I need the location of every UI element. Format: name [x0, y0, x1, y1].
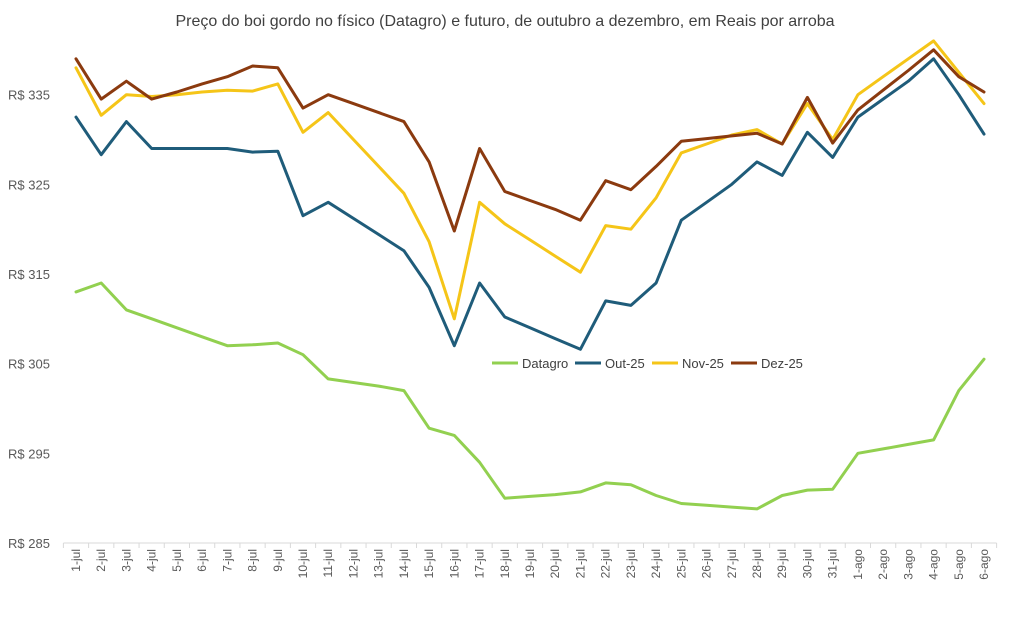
x-tick-label: 25-jul — [674, 549, 688, 578]
legend-label: Nov-25 — [682, 356, 724, 371]
legend: Datagro Out-25 Nov-25 Dez-25 — [492, 356, 803, 371]
x-tick-label: 2-ago — [876, 549, 890, 580]
x-tick-label: 5-jul — [170, 549, 184, 572]
x-tick-label: 8-jul — [246, 549, 260, 572]
x-tick-label: 23-jul — [624, 549, 638, 578]
x-tick-label: 14-jul — [397, 549, 411, 578]
series-line-datagro — [74, 281, 986, 511]
series-line-out-25 — [74, 57, 986, 351]
x-tick-label: 28-jul — [750, 549, 764, 578]
x-tick-label: 4-jul — [145, 549, 159, 572]
x-tick-label: 31-jul — [826, 549, 840, 578]
x-tick-label: 20-jul — [548, 549, 562, 578]
y-tick-label: R$ 295 — [8, 446, 50, 461]
series-lines — [74, 39, 986, 511]
chart-title: Preço do boi gordo no físico (Datagro) e… — [175, 13, 834, 30]
x-tick-label: 3-ago — [901, 549, 915, 580]
x-tick-label: 4-ago — [927, 549, 941, 580]
x-tick-label: 19-jul — [523, 549, 537, 578]
x-tick-label: 15-jul — [422, 549, 436, 578]
x-axis: 1-jul 2-jul 3-jul 4-jul 5-jul 6-jul 7-jul 8-jul… — [62, 542, 998, 580]
x-tick-label: 5-ago — [952, 549, 966, 580]
x-tick-label: 6-jul — [195, 549, 209, 572]
x-tick-label: 29-jul — [775, 549, 789, 578]
y-tick-label: R$ 305 — [8, 357, 50, 372]
x-tick-label: 9-jul — [271, 549, 285, 572]
x-tick-label: 17-jul — [473, 549, 487, 578]
x-tick-label: 21-jul — [573, 549, 587, 578]
x-tick-label: 1-jul — [69, 549, 83, 572]
y-axis-ticks: R$ 285 R$ 295 R$ 305 R$ 315 R$ 325 R$ 335 — [8, 88, 50, 551]
x-tick-label: 1-ago — [851, 549, 865, 580]
x-tick-label: 30-jul — [800, 549, 814, 578]
y-tick-label: R$ 335 — [8, 88, 50, 103]
y-tick-label: R$ 285 — [8, 536, 50, 551]
x-tick-label: 26-jul — [700, 549, 714, 578]
x-tick-label: 18-jul — [498, 549, 512, 578]
x-tick-label: 12-jul — [346, 549, 360, 578]
x-tick-label: 3-jul — [119, 549, 133, 572]
x-tick-label: 16-jul — [447, 549, 461, 578]
x-tick-label: 10-jul — [296, 549, 310, 578]
x-tick-label: 2-jul — [94, 549, 108, 572]
x-tick-label: 22-jul — [599, 549, 613, 578]
x-tick-label: 13-jul — [372, 549, 386, 578]
legend-label: Dez-25 — [761, 356, 803, 371]
x-tick-label: 11-jul — [321, 549, 335, 577]
x-tick-label: 24-jul — [649, 549, 663, 578]
x-tick-label: 27-jul — [725, 549, 739, 578]
y-tick-label: R$ 315 — [8, 267, 50, 282]
series-line-nov-25 — [74, 39, 986, 321]
x-tick-label: 7-jul — [220, 549, 234, 572]
legend-label: Out-25 — [605, 356, 645, 371]
y-tick-label: R$ 325 — [8, 177, 50, 192]
legend-label: Datagro — [522, 356, 568, 371]
x-tick-label: 6-ago — [977, 549, 991, 580]
series-line-dez-25 — [74, 48, 986, 233]
